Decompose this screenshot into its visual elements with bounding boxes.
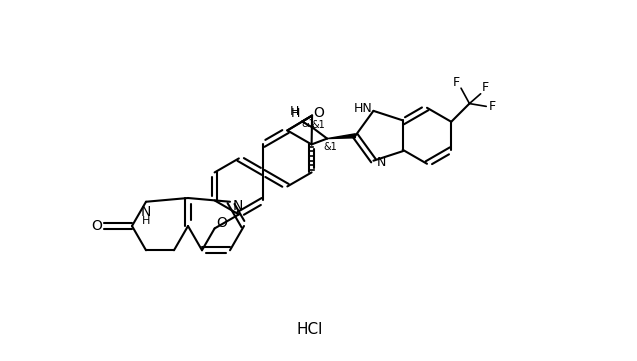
Text: O: O [313,106,324,119]
Text: N: N [141,205,151,219]
Text: F: F [452,76,460,89]
Text: F: F [489,100,496,113]
Text: H: H [290,107,300,120]
Text: H: H [289,105,299,118]
Text: F: F [482,81,489,94]
Text: O: O [216,217,227,230]
Text: HCl: HCl [297,322,323,336]
Text: &1: &1 [311,120,325,130]
Text: &1: &1 [323,142,337,152]
Text: HN: HN [354,103,373,116]
Text: H: H [142,216,150,226]
Text: &1: &1 [301,118,315,129]
Polygon shape [327,134,355,139]
Text: N: N [376,156,386,169]
Text: N: N [233,199,243,213]
Text: O: O [92,219,103,233]
